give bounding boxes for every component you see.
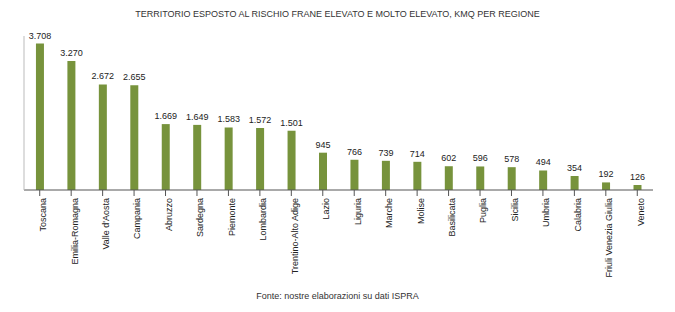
svg-text:494: 494 [536, 157, 551, 167]
svg-text:1.669: 1.669 [154, 111, 177, 121]
svg-text:Trentino-Alto Adige: Trentino-Alto Adige [290, 198, 300, 274]
svg-text:1.501: 1.501 [280, 118, 303, 128]
svg-text:Lombardia: Lombardia [258, 198, 268, 241]
svg-text:192: 192 [599, 169, 614, 179]
svg-text:Basilicata: Basilicata [447, 198, 457, 237]
svg-text:Molise: Molise [416, 198, 426, 224]
svg-text:578: 578 [504, 154, 519, 164]
svg-text:2.655: 2.655 [123, 72, 146, 82]
svg-text:Calabria: Calabria [573, 198, 583, 232]
svg-text:3.270: 3.270 [60, 48, 83, 58]
svg-text:945: 945 [315, 140, 330, 150]
svg-text:766: 766 [347, 147, 362, 157]
svg-text:Puglia: Puglia [478, 198, 488, 223]
svg-text:739: 739 [378, 148, 393, 158]
svg-text:2.672: 2.672 [92, 71, 115, 81]
svg-text:Veneto: Veneto [636, 198, 646, 226]
svg-text:714: 714 [410, 149, 425, 159]
svg-text:Lazio: Lazio [321, 198, 331, 220]
svg-text:126: 126 [630, 172, 645, 182]
svg-text:Valle d'Aosta: Valle d'Aosta [101, 198, 111, 250]
html-text:Fonte: nostre elaborazioni su: Fonte: nostre elaborazioni su dati ISPRA [256, 291, 419, 301]
svg-text:Sicilia: Sicilia [510, 198, 520, 222]
svg-text:1.649: 1.649 [186, 112, 209, 122]
svg-text:Liguria: Liguria [353, 198, 363, 225]
svg-text:602: 602 [441, 153, 456, 163]
svg-text:Campania: Campania [132, 198, 142, 239]
svg-text:596: 596 [473, 153, 488, 163]
html-text:TERRITORIO ESPOSTO AL RISCHIO: TERRITORIO ESPOSTO AL RISCHIO FRANE ELEV… [135, 9, 540, 19]
svg-text:Abruzzo: Abruzzo [164, 198, 174, 231]
svg-text:Piemonte: Piemonte [227, 198, 237, 236]
svg-text:1.572: 1.572 [249, 115, 272, 125]
svg-text:Toscana: Toscana [38, 198, 48, 232]
svg-text:Friuli Venezia Giulia: Friuli Venezia Giulia [604, 198, 614, 278]
svg-text:Marche: Marche [384, 198, 394, 228]
svg-text:Umbria: Umbria [541, 198, 551, 227]
svg-text:Sardegna: Sardegna [195, 198, 205, 237]
svg-text:1.583: 1.583 [217, 114, 240, 124]
svg-text:Emilia-Romagna: Emilia-Romagna [70, 198, 80, 265]
svg-text:354: 354 [567, 163, 582, 173]
svg-text:3.708: 3.708 [29, 31, 52, 41]
